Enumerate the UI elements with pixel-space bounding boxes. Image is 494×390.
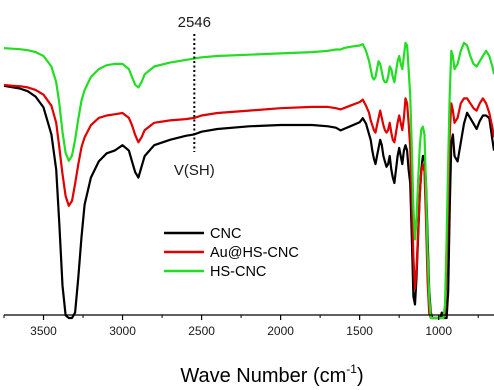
legend-label-hs-cnc: HS-CNC	[210, 264, 266, 280]
x-axis-label-suffix: )	[357, 365, 364, 387]
legend-label-au-hs-cnc: Au@HS-CNC	[210, 245, 299, 261]
legend-label-cnc: CNC	[210, 226, 241, 242]
series-line-cnc	[3, 84, 494, 320]
x-axis: 3500 3000 2500 2000 1500 1000	[3, 314, 494, 338]
x-tick-label-2500: 2500	[188, 324, 215, 338]
series-layer	[3, 41, 494, 320]
annotation-bottom-label: V(SH)	[174, 162, 215, 179]
annotation: 2546 V(SH)	[174, 14, 215, 179]
x-axis-label: Wave Number (cm-1)	[180, 362, 363, 387]
x-tick-label-1500: 1500	[346, 324, 373, 338]
x-tick-label-2000: 2000	[267, 324, 294, 338]
x-tick-label-3000: 3000	[109, 324, 136, 338]
annotation-top-label: 2546	[178, 14, 211, 31]
legend: CNC Au@HS-CNC HS-CNC	[164, 226, 299, 280]
x-axis-label-main: Wave Number (cm	[180, 365, 346, 387]
x-tick-label-1000: 1000	[425, 324, 452, 338]
x-axis-label-superscript: -1	[346, 362, 357, 376]
series-line-hs-cnc	[3, 41, 494, 320]
x-tick-label-3500: 3500	[30, 324, 57, 338]
